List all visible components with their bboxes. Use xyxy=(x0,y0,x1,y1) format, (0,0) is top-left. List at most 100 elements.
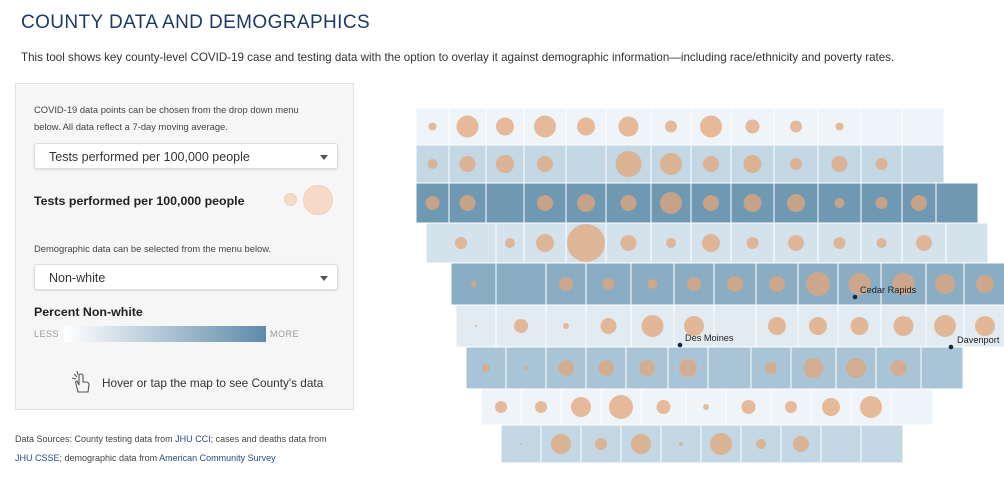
county-bubble[interactable] xyxy=(831,156,848,172)
county-bubble[interactable] xyxy=(893,316,914,336)
county-bubble[interactable] xyxy=(687,277,701,291)
county-bubble[interactable] xyxy=(620,195,637,211)
county-bubble[interactable] xyxy=(618,116,639,137)
county-bubble[interactable] xyxy=(534,115,556,138)
county-bubble[interactable] xyxy=(563,323,569,329)
county-bubble[interactable] xyxy=(975,316,995,336)
county-bubble[interactable] xyxy=(470,281,477,287)
county-bubble[interactable] xyxy=(496,117,514,136)
county-bubble[interactable] xyxy=(727,276,743,292)
county-bubble[interactable] xyxy=(558,360,574,376)
county-bubble[interactable] xyxy=(875,158,888,170)
county-bubble[interactable] xyxy=(834,198,845,208)
county-bubble[interactable] xyxy=(703,156,719,172)
county-bubble[interactable] xyxy=(916,235,932,251)
county-bubble[interactable] xyxy=(876,238,887,248)
county-shape[interactable] xyxy=(860,424,904,464)
county-bubble[interactable] xyxy=(456,115,479,138)
county-shape[interactable] xyxy=(730,144,775,184)
county-bubble[interactable] xyxy=(785,401,797,413)
county-bubble[interactable] xyxy=(809,317,827,335)
county-bubble[interactable] xyxy=(615,151,642,177)
county-bubble[interactable] xyxy=(520,443,522,445)
county-bubble[interactable] xyxy=(665,120,677,133)
county-bubble[interactable] xyxy=(482,364,490,372)
county-bubble[interactable] xyxy=(475,325,477,327)
county-bubble[interactable] xyxy=(660,192,682,214)
county-bubble[interactable] xyxy=(505,238,515,248)
county-bubble[interactable] xyxy=(537,195,553,211)
county-shape[interactable] xyxy=(935,182,979,224)
county-shape[interactable] xyxy=(415,144,450,184)
county-bubble[interactable] xyxy=(935,274,955,294)
county-bubble[interactable] xyxy=(743,194,762,212)
county-bubble[interactable] xyxy=(787,194,805,212)
covid-metric-dropdown[interactable]: Tests performed per 100,000 people xyxy=(34,143,338,169)
county-shape[interactable] xyxy=(890,388,934,426)
county-bubble[interactable] xyxy=(495,401,507,413)
county-bubble[interactable] xyxy=(459,195,476,211)
county-bubble[interactable] xyxy=(710,433,732,455)
county-shape[interactable] xyxy=(945,222,989,264)
county-bubble[interactable] xyxy=(631,434,651,454)
county-bubble[interactable] xyxy=(806,272,830,296)
county-bubble[interactable] xyxy=(427,159,438,169)
county-bubble[interactable] xyxy=(514,319,528,333)
county-bubble[interactable] xyxy=(595,438,607,450)
county-bubble[interactable] xyxy=(598,360,614,376)
jhu-csse-link[interactable]: JHU CSSE xyxy=(15,453,60,463)
county-bubble[interactable] xyxy=(571,397,591,417)
county-bubble[interactable] xyxy=(577,117,595,136)
county-bubble[interactable] xyxy=(428,122,437,131)
county-bubble[interactable] xyxy=(756,439,766,449)
county-bubble[interactable] xyxy=(455,237,467,249)
county-bubble[interactable] xyxy=(803,358,824,378)
county-bubble[interactable] xyxy=(790,158,802,170)
county-bubble[interactable] xyxy=(679,359,697,377)
county-bubble[interactable] xyxy=(703,195,719,211)
county-bubble[interactable] xyxy=(600,318,617,334)
county-bubble[interactable] xyxy=(702,234,720,252)
county-bubble[interactable] xyxy=(743,155,762,173)
county-bubble[interactable] xyxy=(641,315,664,337)
county-bubble[interactable] xyxy=(425,196,440,210)
county-bubble[interactable] xyxy=(700,115,722,138)
county-bubble[interactable] xyxy=(679,442,683,446)
county-bubble[interactable] xyxy=(911,195,927,211)
county-bubble[interactable] xyxy=(850,317,869,335)
county-bubble[interactable] xyxy=(846,358,866,378)
county-bubble[interactable] xyxy=(536,234,554,252)
county-bubble[interactable] xyxy=(602,278,615,290)
iowa-county-map[interactable]: Cedar Rapids Des Moines Davenport xyxy=(406,100,1004,492)
county-bubble[interactable] xyxy=(788,235,804,251)
county-bubble[interactable] xyxy=(892,273,915,295)
county-bubble[interactable] xyxy=(656,400,671,414)
county-bubble[interactable] xyxy=(620,235,637,251)
county-shape[interactable] xyxy=(495,262,547,306)
county-bubble[interactable] xyxy=(609,395,633,419)
county-bubble[interactable] xyxy=(976,275,994,293)
county-bubble[interactable] xyxy=(848,273,871,295)
county-bubble[interactable] xyxy=(459,156,476,172)
county-bubble[interactable] xyxy=(666,238,676,248)
jhu-cci-link[interactable]: JHU CCI xyxy=(175,434,211,444)
county-shape[interactable] xyxy=(713,304,757,348)
county-bubble[interactable] xyxy=(934,315,956,337)
county-bubble[interactable] xyxy=(765,362,777,374)
county-bubble[interactable] xyxy=(559,277,573,291)
county-bubble[interactable] xyxy=(835,122,844,131)
county-bubble[interactable] xyxy=(660,153,682,175)
county-bubble[interactable] xyxy=(647,279,658,289)
county-bubble[interactable] xyxy=(551,434,571,454)
county-bubble[interactable] xyxy=(703,404,709,410)
county-bubble[interactable] xyxy=(567,224,605,262)
county-bubble[interactable] xyxy=(684,316,704,336)
county-bubble[interactable] xyxy=(535,401,547,413)
county-bubble[interactable] xyxy=(790,120,802,133)
county-bubble[interactable] xyxy=(741,400,756,414)
county-bubble[interactable] xyxy=(769,276,785,292)
county-bubble[interactable] xyxy=(639,360,655,376)
county-bubble[interactable] xyxy=(768,317,786,335)
county-shape[interactable] xyxy=(920,346,964,390)
county-shape[interactable] xyxy=(860,107,903,146)
